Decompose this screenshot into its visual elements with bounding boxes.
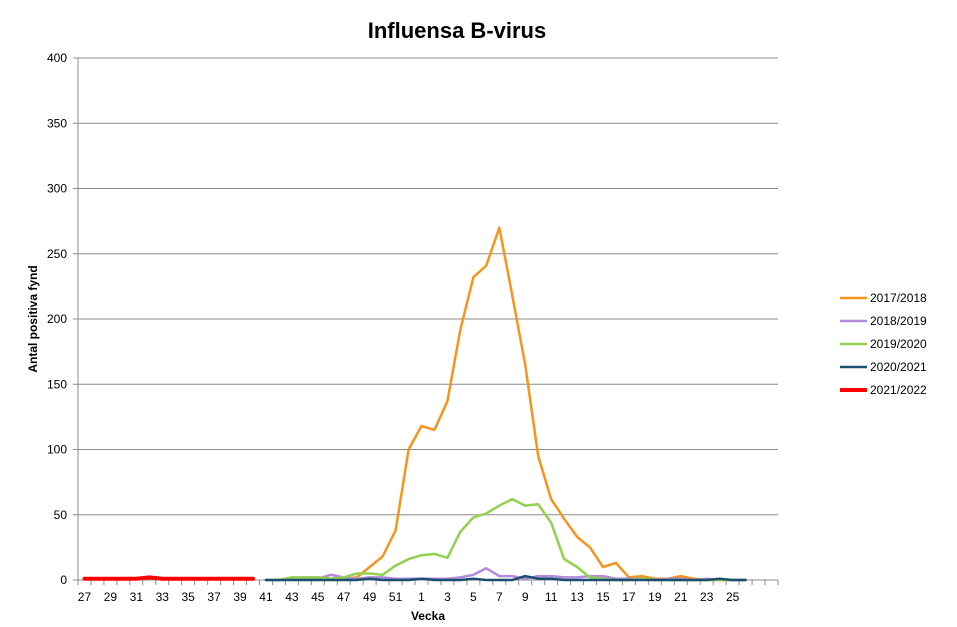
x-tick-label: 47: [337, 590, 351, 604]
legend-label: 2017/2018: [870, 291, 927, 305]
x-tick-labels: 27 29 31 33 35 37 39 41 43 45 47 49 51 1 3 5 7 9 11 13 15 17 1…: [78, 590, 740, 604]
y-tick-label: 250: [47, 247, 67, 261]
x-tick-label: 13: [570, 590, 584, 604]
x-tick-label: 3: [444, 590, 451, 604]
x-tick-label: 19: [648, 590, 662, 604]
series-line: [82, 575, 255, 581]
x-axis-label: Vecka: [411, 609, 445, 623]
y-tick-label: 150: [47, 377, 67, 391]
x-tick-label: 27: [78, 590, 92, 604]
y-tick-label: 100: [47, 443, 67, 457]
legend-label: 2019/2020: [870, 337, 927, 351]
series-lines: [82, 226, 747, 582]
x-tick-label: 25: [726, 590, 740, 604]
x-tick-label: 39: [233, 590, 247, 604]
x-tick-label: 7: [496, 590, 503, 604]
x-tick-label: 5: [470, 590, 477, 604]
legend-label: 2021/2022: [870, 383, 927, 397]
y-tick-label: 50: [54, 508, 68, 522]
x-tick-label: 9: [522, 590, 529, 604]
legend: 2017/2018 2018/2019 2019/2020 2020/2021 2021…: [840, 291, 927, 397]
legend-label: 2018/2019: [870, 314, 927, 328]
y-tick-labels: 0 50 100 150 200 250 300 350 400: [47, 51, 67, 587]
x-tick-label: 37: [207, 590, 221, 604]
x-tick-label: 45: [311, 590, 325, 604]
y-tick-label: 300: [47, 182, 67, 196]
x-tick-label: 21: [674, 590, 688, 604]
y-axis-label: Antal positiva fynd: [26, 265, 40, 372]
x-tick-label: 33: [156, 590, 170, 604]
y-tick-label: 400: [47, 51, 67, 65]
x-tick-label: 51: [389, 590, 403, 604]
x-tick-label: 29: [104, 590, 118, 604]
x-tick-label: 23: [700, 590, 714, 604]
legend-label: 2020/2021: [870, 360, 927, 374]
x-tick-label: 11: [545, 590, 558, 604]
x-tick-label: 41: [259, 590, 273, 604]
x-tick-label: 43: [285, 590, 299, 604]
series-line: [264, 574, 747, 582]
y-tick-label: 0: [60, 573, 67, 587]
x-tick-label: 15: [596, 590, 610, 604]
series-line: [264, 497, 747, 582]
x-tick-label: 49: [363, 590, 377, 604]
gridlines: [78, 57, 778, 516]
axes: [73, 57, 779, 585]
y-tick-label: 200: [47, 312, 67, 326]
chart-title: Influensa B-virus: [368, 18, 546, 43]
y-tick-label: 350: [47, 116, 67, 130]
series-line: [303, 226, 747, 582]
x-tick-label: 31: [130, 590, 144, 604]
x-tick-label: 1: [418, 590, 425, 604]
x-tick-label: 17: [622, 590, 636, 604]
x-tick-label: 35: [182, 590, 196, 604]
